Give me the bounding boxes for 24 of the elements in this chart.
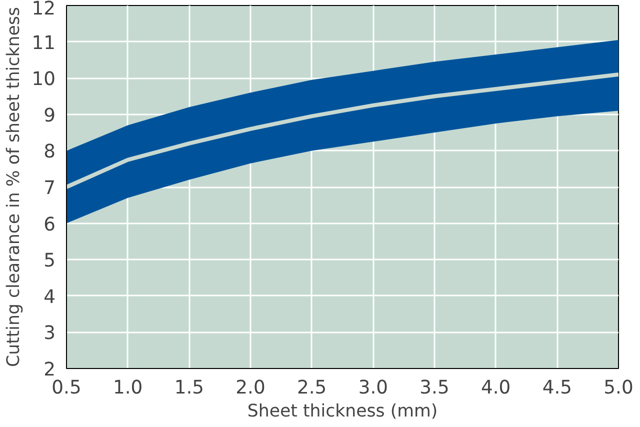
y-tick-label: 6 — [44, 214, 56, 236]
x-tick-label: 1.0 — [113, 378, 143, 398]
x-tick-label: 2.0 — [236, 378, 266, 398]
y-tick-label: 10 — [32, 69, 56, 90]
y-tick-label: 3 — [44, 323, 56, 344]
y-tick-label: 8 — [44, 142, 56, 163]
x-tick-label: 2.5 — [297, 378, 327, 398]
x-tick-label: 1.5 — [174, 378, 204, 398]
y-tick-label: 5 — [44, 250, 56, 272]
y-axis-title: Cutting clearance in % of sheet thickness — [4, 6, 24, 367]
x-tick-label: 5.0 — [604, 378, 634, 398]
line-series — [66, 72, 618, 189]
y-tick-label: 2 — [44, 360, 56, 380]
x-tick-label: 3.5 — [420, 378, 450, 398]
y-tick-label: 12 — [32, 0, 56, 20]
y-tick-label: 11 — [32, 32, 56, 54]
x-tick-label: 0.5 — [52, 378, 82, 398]
x-tick-label: 4.5 — [542, 378, 572, 398]
y-tick-label: 9 — [44, 105, 56, 126]
x-axis-title: Sheet thickness (mm) — [247, 402, 438, 422]
y-tick-label: 4 — [44, 286, 56, 308]
x-tick-label: 4.0 — [481, 378, 511, 398]
y-tick-label: 7 — [44, 178, 56, 199]
x-tick-label: 3.0 — [358, 378, 388, 398]
